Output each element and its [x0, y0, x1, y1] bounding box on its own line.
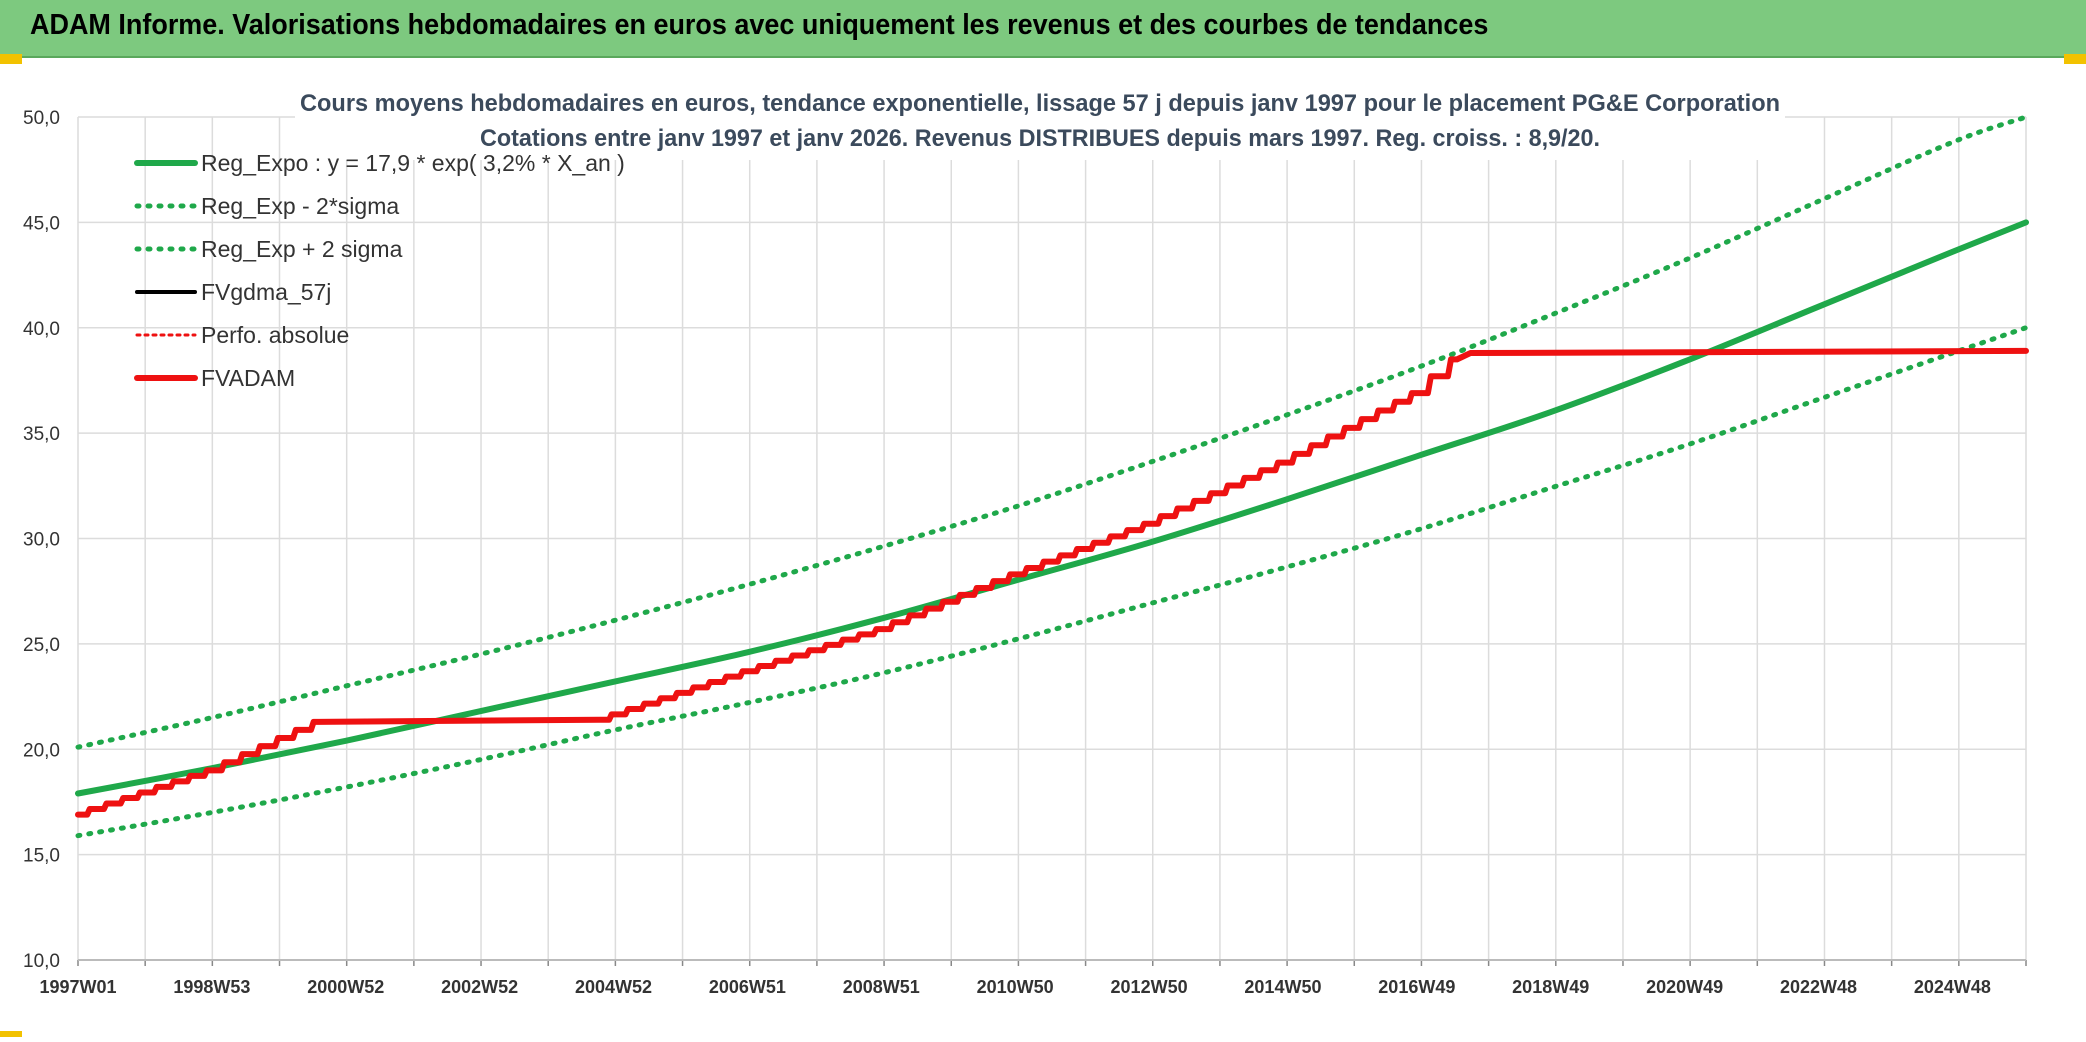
- series-line-3: [78, 349, 2027, 817]
- chart-area: 10,0 15,0 20,0 25,0 30,0 35,0 40,0 45,0 50,0 1997…: [0, 60, 2086, 1037]
- series-line-0: [75, 219, 2029, 797]
- y-tick-label: 45,0: [23, 213, 60, 234]
- x-tick-label: 2022W48: [1780, 977, 1857, 997]
- y-tick-label: 20,0: [23, 740, 60, 761]
- legend: Reg_Expo : y = 17,9 * exp( 3,2% * X_an )…: [134, 150, 625, 391]
- x-tick-label: 2002W52: [441, 977, 518, 997]
- y-tick-label: 10,0: [23, 951, 60, 972]
- x-tick-label: 2024W48: [1914, 977, 1991, 997]
- x-tick-label: 2014W50: [1244, 977, 1321, 997]
- x-tick-label: 2020W49: [1646, 977, 1723, 997]
- y-tick-label: 50,0: [23, 108, 60, 129]
- x-tick-label: 2000W52: [307, 977, 384, 997]
- series-line-2: [75, 114, 2029, 750]
- axis-layer: 10,0 15,0 20,0 25,0 30,0 35,0 40,0 45,0 50,0 1997…: [23, 108, 2027, 997]
- x-tick-label: 2012W50: [1111, 977, 1188, 997]
- chart-title: Cours moyens hebdomadaires en euros, ten…: [300, 90, 1780, 117]
- legend-label: Reg_Expo : y = 17,9 * exp( 3,2% * X_an ): [201, 150, 625, 176]
- series-line-5: [75, 347, 2029, 818]
- corner-marker-left: [0, 54, 22, 64]
- legend-label: FVADAM: [201, 365, 295, 391]
- x-tick-label: 2016W49: [1378, 977, 1455, 997]
- title-background: [295, 82, 1785, 160]
- x-tick-label: 1998W53: [173, 977, 250, 997]
- corner-marker-right: [2064, 54, 2086, 64]
- series-line-1: [75, 325, 2029, 839]
- y-tick-label: 30,0: [23, 530, 60, 551]
- legend-label: Reg_Exp + 2 sigma: [201, 236, 403, 262]
- title-layer: Cours moyens hebdomadaires en euros, ten…: [295, 82, 1785, 160]
- legend-label: Reg_Exp - 2*sigma: [201, 193, 399, 219]
- legend-label: FVgdma_57j: [201, 279, 331, 305]
- x-tick-label: 2018W49: [1512, 977, 1589, 997]
- corner-marker-bottom-left: [0, 1031, 22, 1037]
- x-tick-label: 2010W50: [977, 977, 1054, 997]
- x-tick-label: 2006W51: [709, 977, 786, 997]
- chart-svg: 10,0 15,0 20,0 25,0 30,0 35,0 40,0 45,0 50,0 1997…: [23, 82, 2029, 997]
- y-tick-label: 35,0: [23, 424, 60, 445]
- y-tick-label: 40,0: [23, 319, 60, 340]
- y-tick-label: 25,0: [23, 635, 60, 656]
- x-tick-label: 2004W52: [575, 977, 652, 997]
- series-layer: [75, 114, 2029, 839]
- report-title: ADAM Informe. Valorisations hebdomadaire…: [30, 9, 1489, 41]
- chart-subtitle: Cotations entre janv 1997 et janv 2026. …: [480, 125, 1600, 152]
- x-tick-label: 1997W01: [39, 977, 116, 997]
- grid-layer: [77, 116, 2027, 961]
- legend-label: Perfo. absolue: [201, 322, 349, 348]
- y-tick-label: 15,0: [23, 846, 60, 867]
- x-tick-label: 2008W51: [843, 977, 920, 997]
- report-banner: ADAM Informe. Valorisations hebdomadaire…: [0, 0, 2086, 58]
